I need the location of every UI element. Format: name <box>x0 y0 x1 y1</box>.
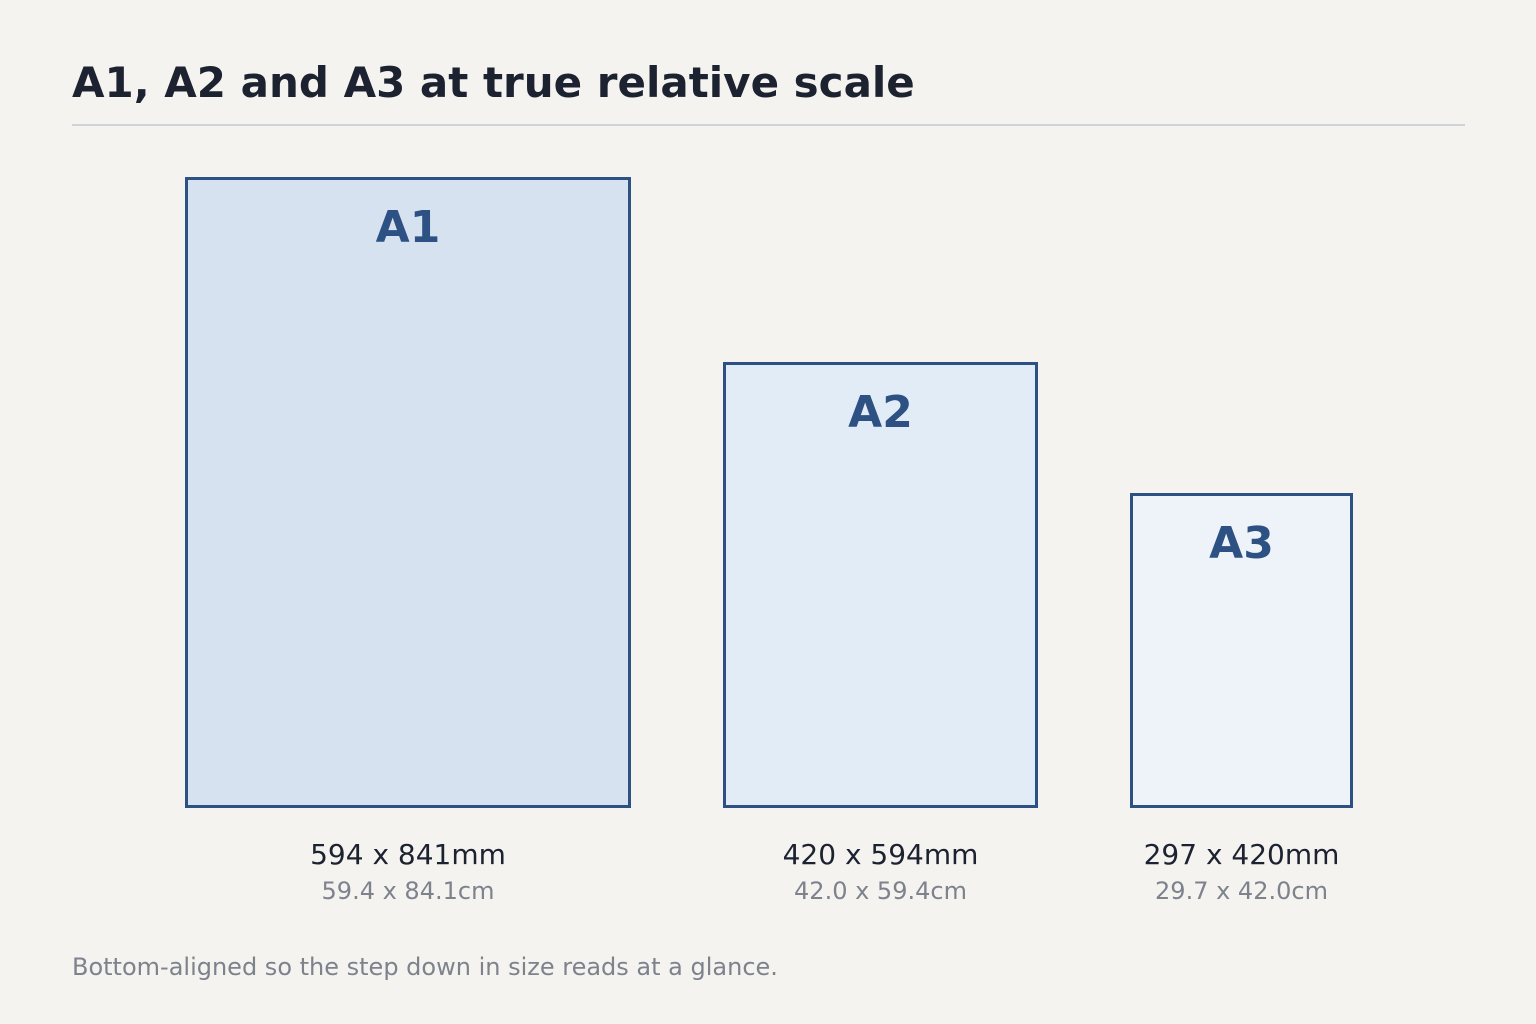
sheet-a2-dimensions: 420 x 594mm 42.0 x 59.4cm <box>731 836 1031 908</box>
sheet-a3-size-mm: 297 x 420mm <box>1143 838 1340 871</box>
sheet-a3-label: A3 <box>1209 518 1274 569</box>
sheet-a2: A2 <box>723 362 1038 808</box>
sheet-a1-size-cm: 59.4 x 84.1cm <box>321 877 495 905</box>
title-divider <box>72 124 1465 126</box>
sheet-a1-dimensions: 594 x 841mm 59.4 x 84.1cm <box>258 836 558 908</box>
sheet-a1-label: A1 <box>375 202 441 253</box>
sheet-a2-label: A2 <box>848 387 913 438</box>
page-title: A1, A2 and A3 at true relative scale <box>72 58 915 107</box>
sheet-a1: A1 <box>185 177 631 808</box>
sheet-a3: A3 <box>1130 493 1353 808</box>
footnote: Bottom-aligned so the step down in size … <box>72 953 778 981</box>
sheet-a2-size-mm: 420 x 594mm <box>782 838 979 871</box>
sheet-a2-size-cm: 42.0 x 59.4cm <box>794 877 967 905</box>
sheet-a3-size-cm: 29.7 x 42.0cm <box>1155 877 1328 905</box>
sheet-a3-dimensions: 297 x 420mm 29.7 x 42.0cm <box>1092 836 1392 908</box>
sheet-a1-size-mm: 594 x 841mm <box>310 838 506 871</box>
